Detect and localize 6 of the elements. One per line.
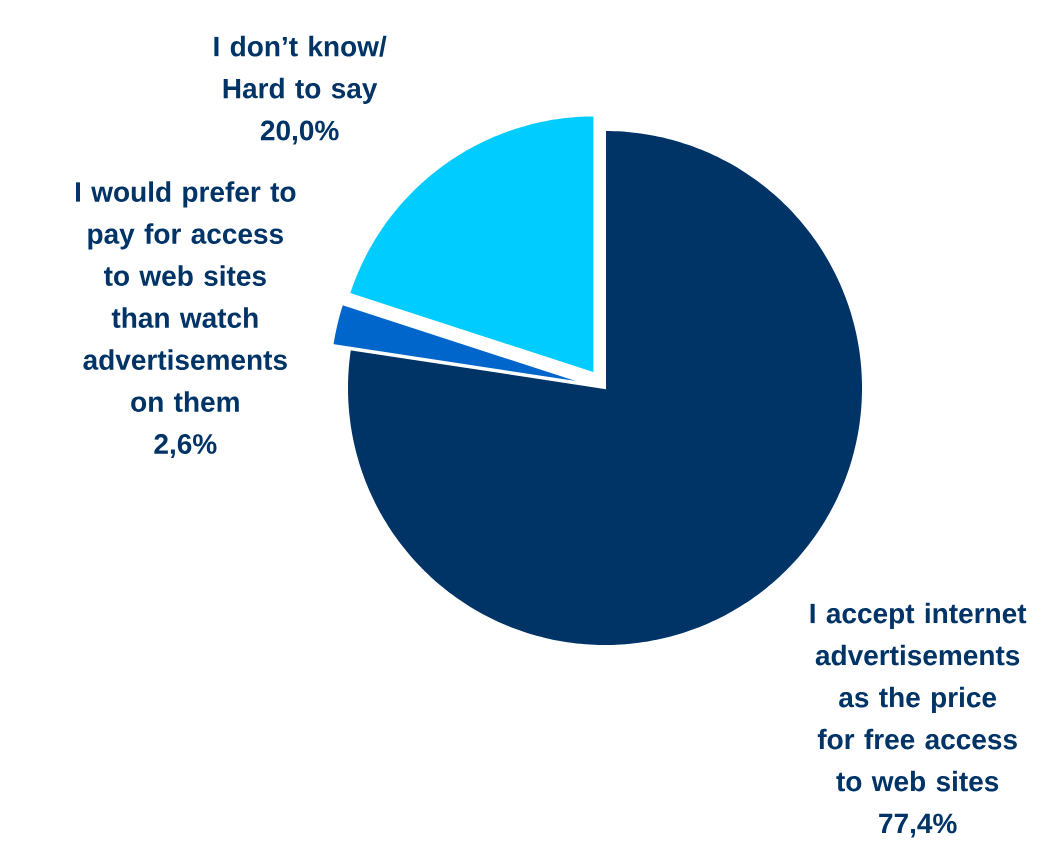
slice-label: I would prefer to pay for access to web sites than watch advertisements on them bbox=[75, 181, 296, 412]
data-label: 77,4% bbox=[879, 813, 957, 838]
data-label: 2,6% bbox=[154, 434, 217, 458]
slice-label: I don’t know/ Hard to say bbox=[214, 35, 387, 104]
data-label: 20,0% bbox=[260, 120, 339, 145]
slice-label: I accept internet advertisements as the price for free access to web sites bbox=[810, 602, 1027, 792]
